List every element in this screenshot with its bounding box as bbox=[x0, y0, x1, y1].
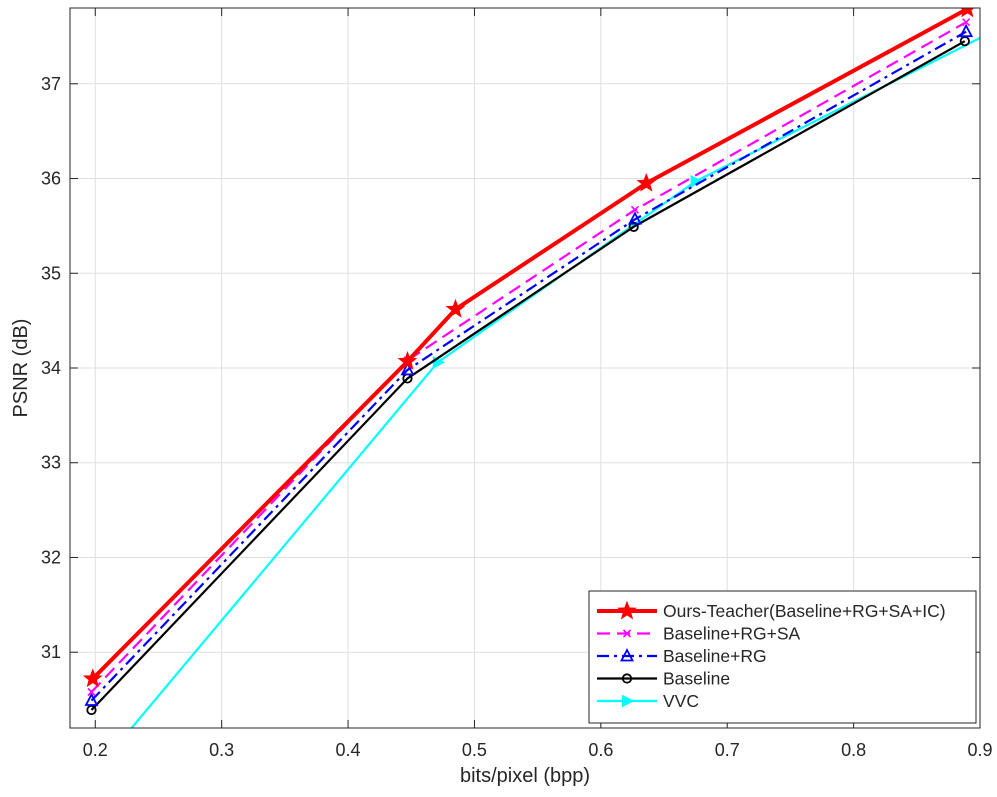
data-point-circle bbox=[628, 221, 639, 232]
data-point-star bbox=[397, 350, 418, 370]
x-axis-label: bits/pixel (bpp) bbox=[460, 765, 590, 787]
legend-marker-x bbox=[622, 629, 632, 638]
series-baseline-rg bbox=[84, 23, 974, 706]
series-line bbox=[90, 30, 967, 702]
data-point-triangle bbox=[627, 211, 642, 225]
legend-entry: Ours-Teacher(Baseline+RG+SA+IC) bbox=[597, 600, 946, 621]
x-tick-label: 0.9 bbox=[967, 740, 992, 760]
x-tick-label: 0.2 bbox=[83, 740, 108, 760]
x-tick-label: 0.8 bbox=[841, 740, 866, 760]
series-ours-teacher-baseline-rg-sa-ic bbox=[82, 8, 975, 688]
data-point-star bbox=[636, 172, 657, 192]
y-axis-label: PSNR (dB) bbox=[10, 319, 32, 418]
legend-label: VVC bbox=[663, 691, 699, 711]
legend-entry: Baseline bbox=[597, 669, 730, 689]
data-point-triangle bbox=[84, 692, 99, 706]
legend-label: Baseline bbox=[663, 669, 730, 689]
y-tick-label: 32 bbox=[41, 547, 61, 567]
legend-label: Ours-Teacher(Baseline+RG+SA+IC) bbox=[663, 601, 946, 621]
y-tick-label: 36 bbox=[41, 169, 61, 189]
series-layer bbox=[82, 8, 995, 728]
data-point-x bbox=[87, 687, 96, 697]
legend-entry: Baseline+RG+SA bbox=[597, 624, 800, 644]
y-tick-label: 31 bbox=[41, 642, 61, 662]
x-tick-label: 0.4 bbox=[336, 740, 361, 760]
legend-marker-triangle bbox=[620, 648, 634, 662]
data-point-star bbox=[445, 298, 466, 318]
legend-entry: VVC bbox=[597, 691, 699, 711]
y-tick-label: 33 bbox=[41, 453, 61, 473]
legend: Ours-Teacher(Baseline+RG+SA+IC) Baseline+… bbox=[588, 590, 977, 724]
series-line bbox=[90, 21, 967, 693]
data-point-star bbox=[960, 8, 975, 18]
x-tick-label: 0.6 bbox=[588, 740, 613, 760]
data-point-x bbox=[962, 18, 971, 27]
series-line bbox=[90, 40, 966, 711]
data-point-star bbox=[82, 668, 103, 688]
legend-marker-triangle-right bbox=[622, 694, 635, 708]
x-tick-label: 0.7 bbox=[715, 740, 740, 760]
y-tick-label: 35 bbox=[41, 263, 61, 283]
legend-label: Baseline+RG bbox=[663, 646, 767, 666]
legend-label: Baseline+RG+SA bbox=[663, 624, 800, 644]
ticks: 0.2 0.3 0.4 0.5 0.6 0.7 0.8 0.9 31 32 33 34 35 36 37 bbox=[41, 8, 993, 760]
y-tick-label: 34 bbox=[41, 358, 61, 378]
data-point-triangle bbox=[400, 361, 415, 376]
legend-marker-circle bbox=[621, 673, 633, 684]
x-tick-label: 0.3 bbox=[209, 740, 234, 760]
x-tick-label: 0.5 bbox=[462, 740, 487, 760]
legend-marker-star bbox=[617, 600, 637, 620]
data-point-x bbox=[630, 205, 640, 214]
y-tick-label: 37 bbox=[41, 74, 61, 94]
legend-entry: Baseline+RG bbox=[597, 646, 767, 666]
data-point-triangle bbox=[959, 23, 974, 38]
data-point-triangle-right bbox=[984, 28, 995, 39]
